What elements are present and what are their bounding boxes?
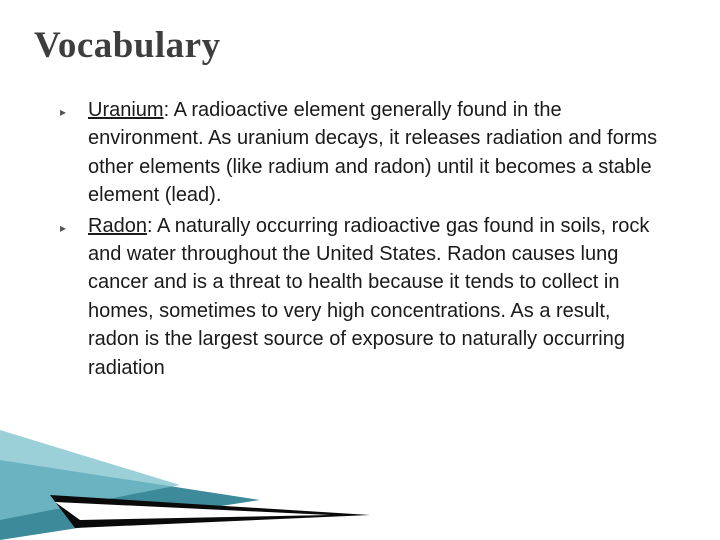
bullet-marker-icon: ▸ [60, 96, 88, 210]
item-text: Radon: A naturally occurring radioactive… [88, 212, 660, 382]
light-teal-triangle [0, 430, 180, 520]
definition: : A naturally occurring radioactive gas … [88, 215, 649, 379]
slide-title: Vocabulary [34, 24, 221, 67]
white-sliver [55, 502, 330, 520]
teal-triangle [0, 460, 260, 540]
corner-decoration [0, 430, 370, 540]
definition: : A radioactive element generally found … [88, 99, 657, 206]
content-area: ▸ Uranium: A radioactive element general… [60, 96, 660, 384]
term: Uranium [88, 99, 164, 121]
item-text: Uranium: A radioactive element generally… [88, 96, 660, 210]
term: Radon [88, 215, 147, 237]
list-item: ▸ Uranium: A radioactive element general… [60, 96, 660, 210]
list-item: ▸ Radon: A naturally occurring radioacti… [60, 212, 660, 382]
black-triangle [50, 495, 370, 528]
bullet-marker-icon: ▸ [60, 212, 88, 382]
